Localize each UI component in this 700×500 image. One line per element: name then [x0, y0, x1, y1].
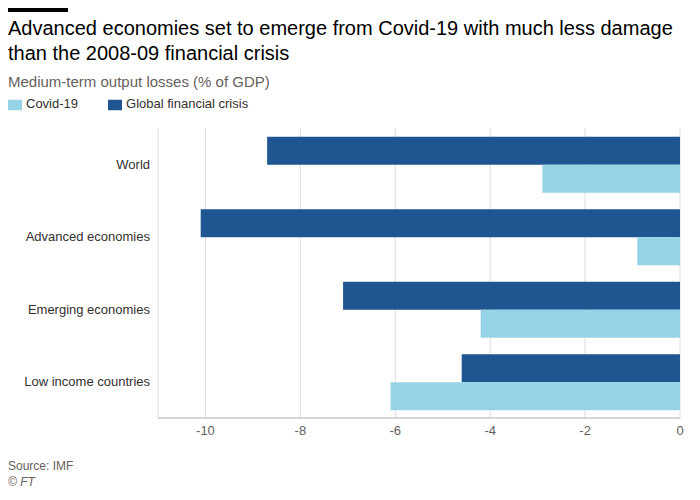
svg-text:0: 0	[676, 423, 683, 438]
svg-text:-10: -10	[196, 423, 215, 438]
html-text:© FT: © FT	[8, 475, 35, 489]
html-text:Advanced economies set to emer: Advanced economies set to emerge from Co…	[8, 17, 673, 64]
html-text:Medium-term output losses (% o: Medium-term output losses (% of GDP)	[8, 73, 270, 90]
html-text:Source: IMF: Source: IMF	[8, 459, 74, 473]
svg-text:World: World	[116, 157, 150, 172]
svg-text:-8: -8	[295, 423, 307, 438]
html-text:Global financial crisis: Global financial crisis	[126, 96, 249, 111]
svg-text:-2: -2	[579, 423, 591, 438]
svg-text:-6: -6	[389, 423, 401, 438]
svg-text:Advanced economies: Advanced economies	[26, 229, 151, 244]
svg-text:Low income countries: Low income countries	[24, 374, 150, 389]
svg-text:Emerging economies: Emerging economies	[28, 302, 151, 317]
html-text:Covid-19: Covid-19	[26, 96, 78, 111]
svg-text:-4: -4	[484, 423, 496, 438]
